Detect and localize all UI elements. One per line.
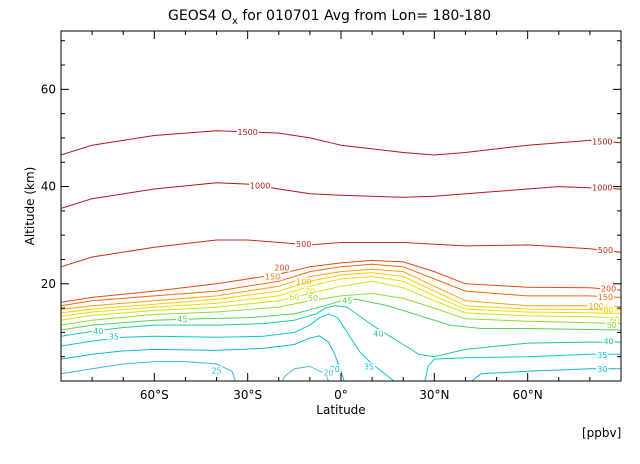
contour-label: 40 [603, 337, 613, 346]
contour-line-100 [60, 268, 622, 310]
contour-line-80 [60, 272, 622, 314]
title-main: GEOS4 O [168, 8, 232, 24]
contour-label: 50 [308, 294, 318, 303]
contour-label-bg [602, 305, 615, 314]
contour-label-bg [341, 296, 354, 305]
contour-label-bg [176, 314, 189, 323]
contour-label-bg [328, 364, 341, 373]
contour-label: 1500 [237, 128, 257, 137]
contour-label-bg [608, 316, 621, 325]
contour-line-500 [60, 239, 622, 268]
contour-line-200 [60, 259, 622, 303]
contour-line-150 [60, 263, 622, 307]
contour-label-bg [591, 137, 614, 146]
contour-line-20 [281, 365, 330, 382]
contour-label-bg [596, 351, 609, 360]
contour-label: 500 [296, 240, 311, 249]
contour-line-50 [60, 293, 622, 326]
x-tick-label: 0° [334, 388, 348, 402]
contour-label: 25 [211, 366, 221, 375]
y-tick-label: 60 [41, 82, 56, 96]
contour-label-bg [322, 368, 335, 377]
contour-label: 45 [342, 296, 352, 305]
contour-label-bg [210, 366, 223, 375]
contour-label: 60 [610, 316, 620, 325]
contour-label: 1000 [592, 184, 612, 193]
y-axis-label: Altitude (km) [23, 167, 37, 246]
contour-line-30 [60, 335, 345, 382]
contour-label-bg [596, 292, 614, 301]
contour-label-bg [295, 239, 313, 248]
y-tick-label: 20 [41, 277, 56, 291]
contour-line-70 [60, 276, 622, 317]
contour-label-bg [307, 293, 319, 302]
contour-label: 35 [597, 351, 607, 360]
contour-label-bg [587, 302, 605, 311]
chart-title: GEOS4 Ox for 010701 Avg from Lon= 180-18… [168, 8, 491, 27]
contour-label: 45 [177, 315, 187, 324]
contour-label: 80 [603, 306, 613, 315]
contour-label-bg [295, 277, 313, 286]
contour-line-1000 [60, 182, 622, 209]
contour-label: 35 [109, 332, 119, 341]
x-axis-label: Latitude [316, 403, 365, 417]
contour-label: 60 [289, 293, 299, 302]
contour-line-40 [60, 305, 621, 358]
contour-line-35 [60, 313, 395, 382]
contour-label-bg [591, 183, 614, 192]
contour-label-bg [236, 128, 259, 137]
contour-label-bg [596, 245, 614, 254]
contour-label: 500 [598, 246, 613, 255]
contour-label: 70 [305, 287, 315, 296]
contour-label: 1000 [250, 182, 270, 191]
title-rest: for 010701 Avg from Lon= 180-180 [238, 8, 491, 24]
contour-label: 20 [323, 368, 333, 377]
units-note: [ppbv] [582, 426, 621, 440]
contour-line-35 [424, 353, 621, 382]
contour-label: 30 [597, 365, 607, 374]
contour-label-bg [288, 292, 301, 301]
x-tick-label: 30°N [419, 388, 449, 402]
contour-label-bg [92, 326, 105, 335]
contour-label: 30 [330, 365, 340, 374]
contour-label-bg [600, 284, 618, 293]
contour-label-bg [605, 321, 618, 330]
contour-label: 200 [601, 285, 616, 294]
contour-label-bg [372, 329, 385, 338]
contour-label: 150 [598, 293, 613, 302]
contour-label: 150 [265, 272, 280, 281]
x-tick-label: 60°S [140, 388, 169, 402]
contour-label: 40 [93, 327, 103, 336]
contour-label-bg [264, 272, 282, 281]
contour-label-bg [363, 362, 375, 371]
contour-label: 100 [588, 302, 603, 311]
y-axis-ticks: 20 40 60 [41, 40, 621, 358]
contour-label-bg [596, 364, 609, 373]
contour-line-25 [60, 361, 236, 382]
contour-label: 200 [274, 264, 289, 273]
contour-label: 1500 [592, 137, 612, 146]
contour-line-60 [60, 280, 622, 321]
y-tick-label: 40 [41, 180, 56, 194]
x-tick-label: 30°S [233, 388, 262, 402]
contour-label-bg [303, 287, 316, 296]
contour-label-bg [107, 332, 120, 341]
contour-label-bg [273, 263, 291, 272]
contour-label: 40 [373, 329, 383, 338]
contour-label: 50 [607, 321, 617, 330]
contour-label-bg [602, 337, 615, 346]
contour-line-1500 [60, 130, 622, 156]
title-subscript: x [232, 16, 238, 27]
contour-label: 35 [364, 362, 374, 371]
contour-label: 100 [296, 277, 311, 286]
contour-label-bg [249, 181, 272, 190]
x-axis-ticks: 60°S 30°S 0° 30°N 60°N [60, 31, 622, 402]
x-tick-label: 60°N [513, 388, 543, 402]
